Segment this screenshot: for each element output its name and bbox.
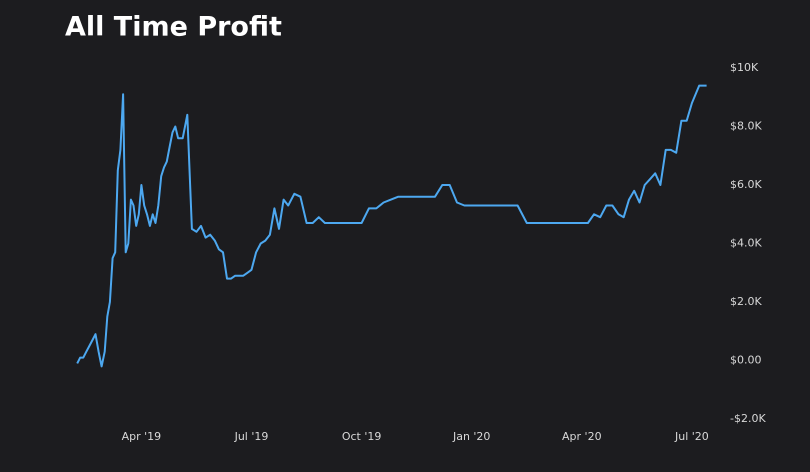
profit-line: [76, 84, 707, 368]
y-tick-label: $0.00: [730, 354, 762, 367]
y-tick-label: $2.0K: [730, 295, 762, 308]
x-tick-label: Jul '20: [674, 430, 709, 443]
y-tick-label: -$2.0K: [730, 412, 766, 425]
x-tick-label: Apr '20: [562, 430, 602, 443]
x-tick-label: Jan '20: [452, 430, 490, 443]
y-tick-label: $8.0K: [730, 120, 762, 133]
y-tick-label: $6.0K: [730, 178, 762, 191]
y-tick-label: $10K: [730, 61, 759, 74]
x-tick-label: Apr '19: [122, 430, 162, 443]
chart-title: All Time Profit: [65, 12, 282, 43]
x-tick-label: Oct '19: [342, 430, 382, 443]
y-tick-label: $4.0K: [730, 237, 762, 250]
x-tick-label: Jul '19: [234, 430, 269, 443]
